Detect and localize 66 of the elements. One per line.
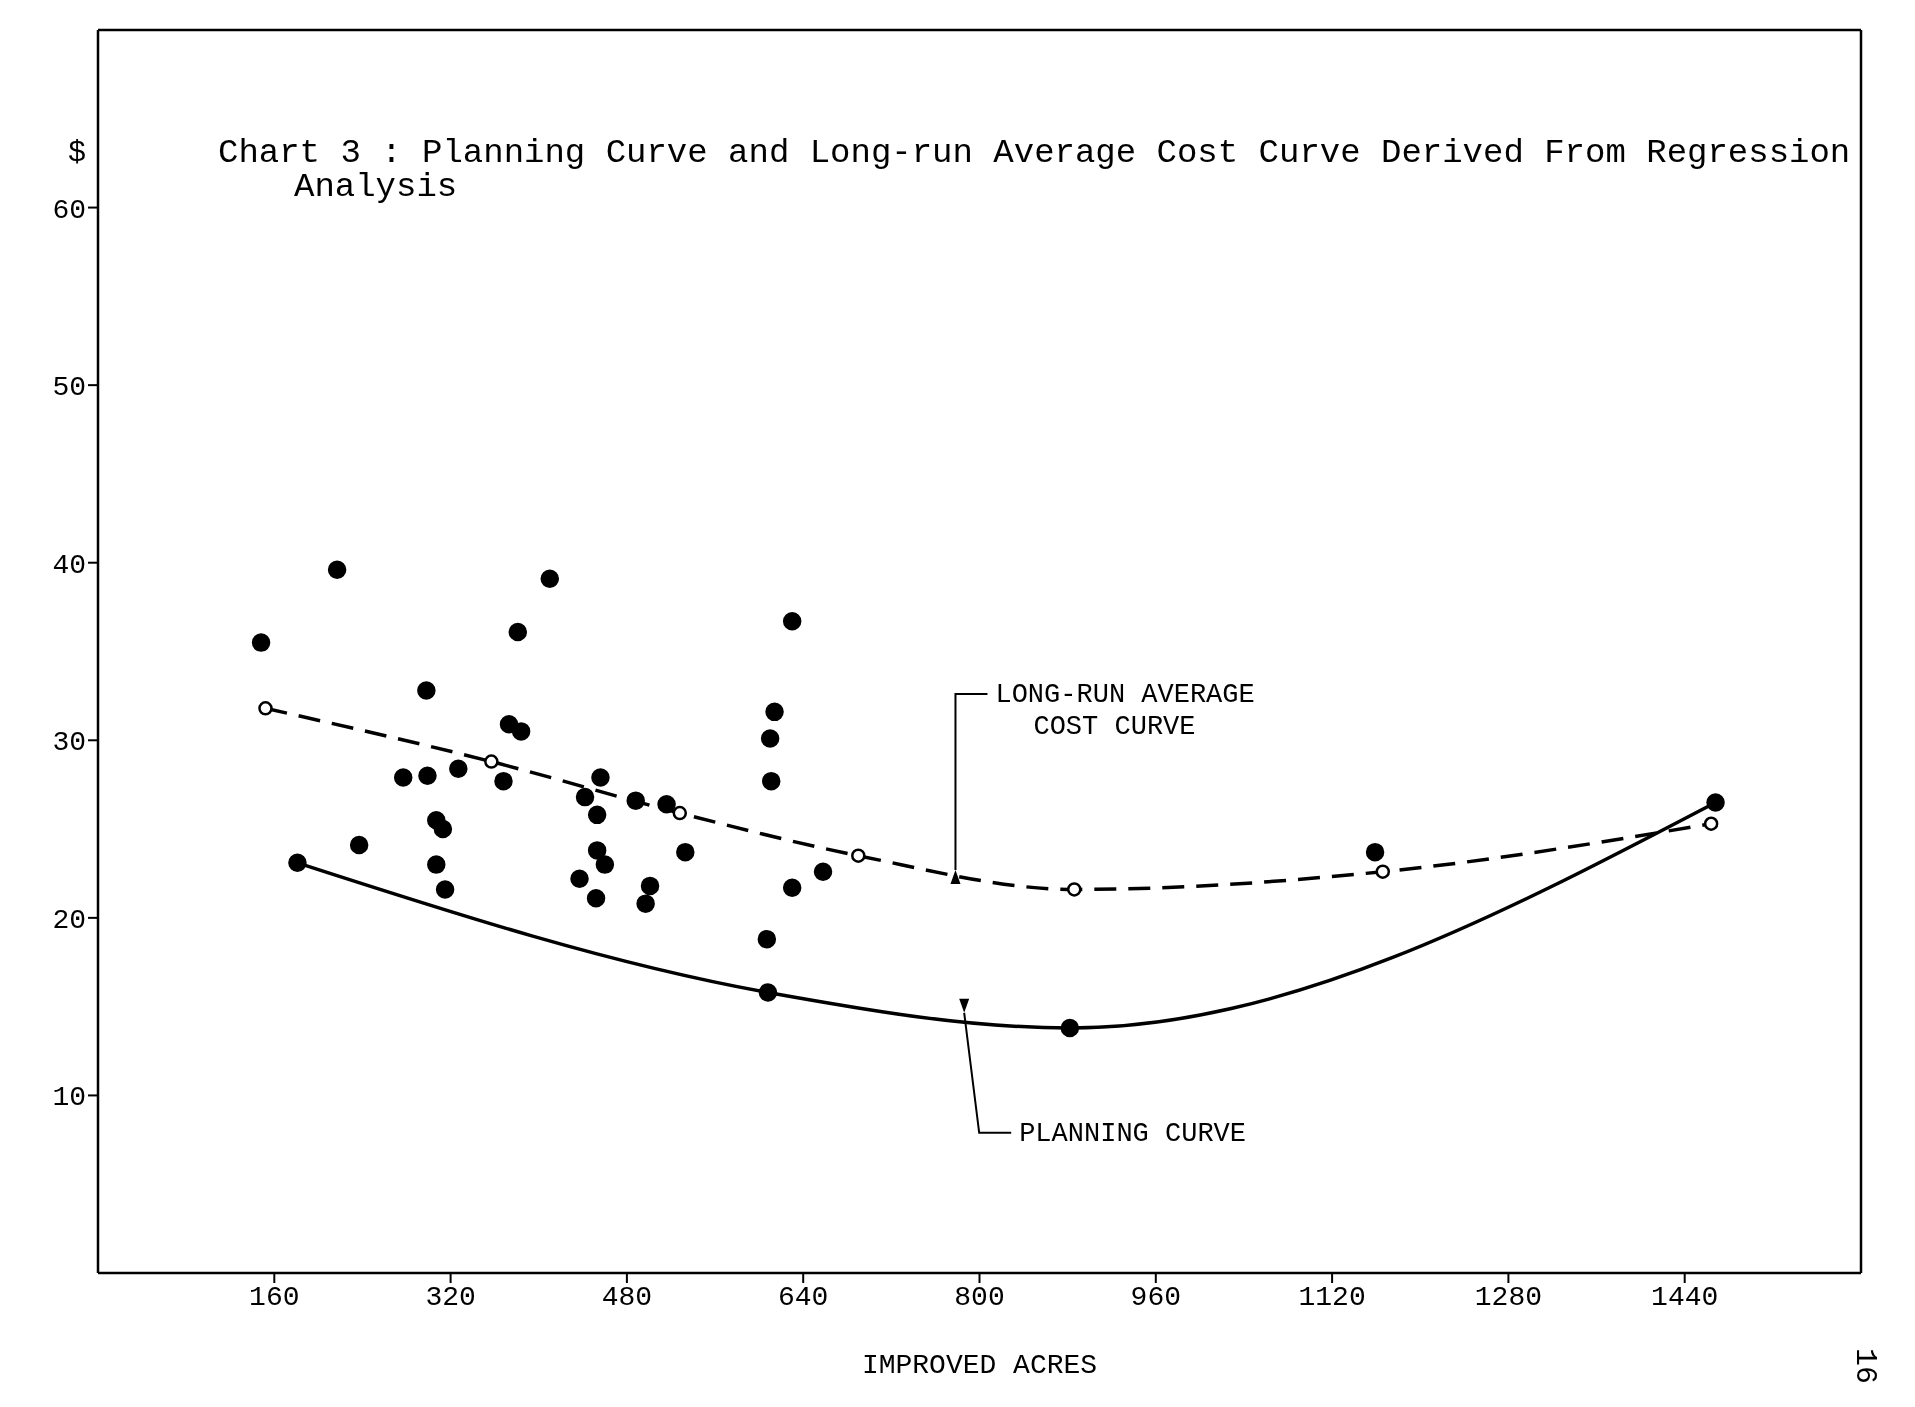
point bbox=[508, 622, 528, 642]
point bbox=[449, 759, 468, 778]
point bbox=[494, 771, 513, 791]
point bbox=[1703, 816, 1719, 831]
point bbox=[1060, 1018, 1080, 1038]
x-tick-label: 480 bbox=[601, 1281, 653, 1313]
point bbox=[327, 560, 347, 580]
point bbox=[1375, 864, 1391, 879]
point bbox=[1365, 842, 1385, 862]
point bbox=[782, 878, 802, 897]
text: LONG-RUN AVERAGE COST CURVE bbox=[995, 680, 1255, 743]
point bbox=[435, 880, 455, 899]
y-tick-label: 40 bbox=[52, 549, 86, 581]
x-tick-label: 320 bbox=[425, 1281, 476, 1313]
point bbox=[672, 805, 688, 821]
point bbox=[758, 983, 778, 1002]
point bbox=[427, 855, 446, 874]
point bbox=[595, 855, 615, 874]
point bbox=[851, 848, 866, 863]
y-tick-label: 60 bbox=[52, 194, 86, 226]
point bbox=[587, 805, 607, 825]
y-tick-label: 30 bbox=[52, 727, 86, 759]
point bbox=[760, 729, 780, 748]
point bbox=[511, 722, 531, 741]
x-tick-label: 1280 bbox=[1474, 1281, 1543, 1313]
point bbox=[575, 787, 595, 807]
x-tick-label: 1120 bbox=[1298, 1281, 1366, 1313]
point bbox=[757, 929, 777, 949]
point bbox=[1706, 793, 1725, 812]
y-tick-label: 20 bbox=[52, 904, 86, 936]
text: PLANNING CURVE bbox=[1019, 1118, 1247, 1149]
point bbox=[591, 768, 610, 787]
point bbox=[418, 766, 437, 786]
point bbox=[288, 853, 307, 873]
point bbox=[251, 633, 271, 652]
x-tick-label: 640 bbox=[777, 1281, 829, 1313]
x-tick-label: 1440 bbox=[1651, 1281, 1719, 1313]
point bbox=[1067, 882, 1082, 897]
point bbox=[258, 701, 273, 716]
point bbox=[540, 569, 560, 588]
point bbox=[813, 862, 833, 881]
point bbox=[626, 791, 645, 810]
point bbox=[587, 841, 607, 860]
point bbox=[393, 768, 413, 787]
point bbox=[484, 754, 499, 769]
y-tick-label: 50 bbox=[52, 372, 86, 404]
text: Chart 3 : Planning Curve and Long-run Average Cost Curve Derived From Regression Analysis bbox=[218, 134, 1852, 206]
x-tick-label: 800 bbox=[954, 1281, 1005, 1313]
point bbox=[636, 894, 655, 913]
text: 16 bbox=[1847, 1347, 1882, 1385]
point bbox=[349, 835, 369, 855]
point bbox=[570, 869, 589, 889]
point bbox=[765, 702, 784, 722]
x-tick-label: 160 bbox=[249, 1281, 300, 1313]
point bbox=[657, 794, 676, 814]
point bbox=[433, 819, 453, 839]
y-tick-label: 10 bbox=[52, 1082, 86, 1114]
point bbox=[676, 842, 695, 862]
point bbox=[762, 771, 781, 791]
x-axis-title: IMPROVED ACRES bbox=[861, 1350, 1098, 1381]
point bbox=[640, 876, 660, 896]
y-axis-title: $ bbox=[68, 136, 87, 170]
point bbox=[417, 681, 436, 700]
x-tick-label: 960 bbox=[1130, 1281, 1182, 1313]
point bbox=[782, 612, 802, 631]
point bbox=[586, 889, 606, 908]
